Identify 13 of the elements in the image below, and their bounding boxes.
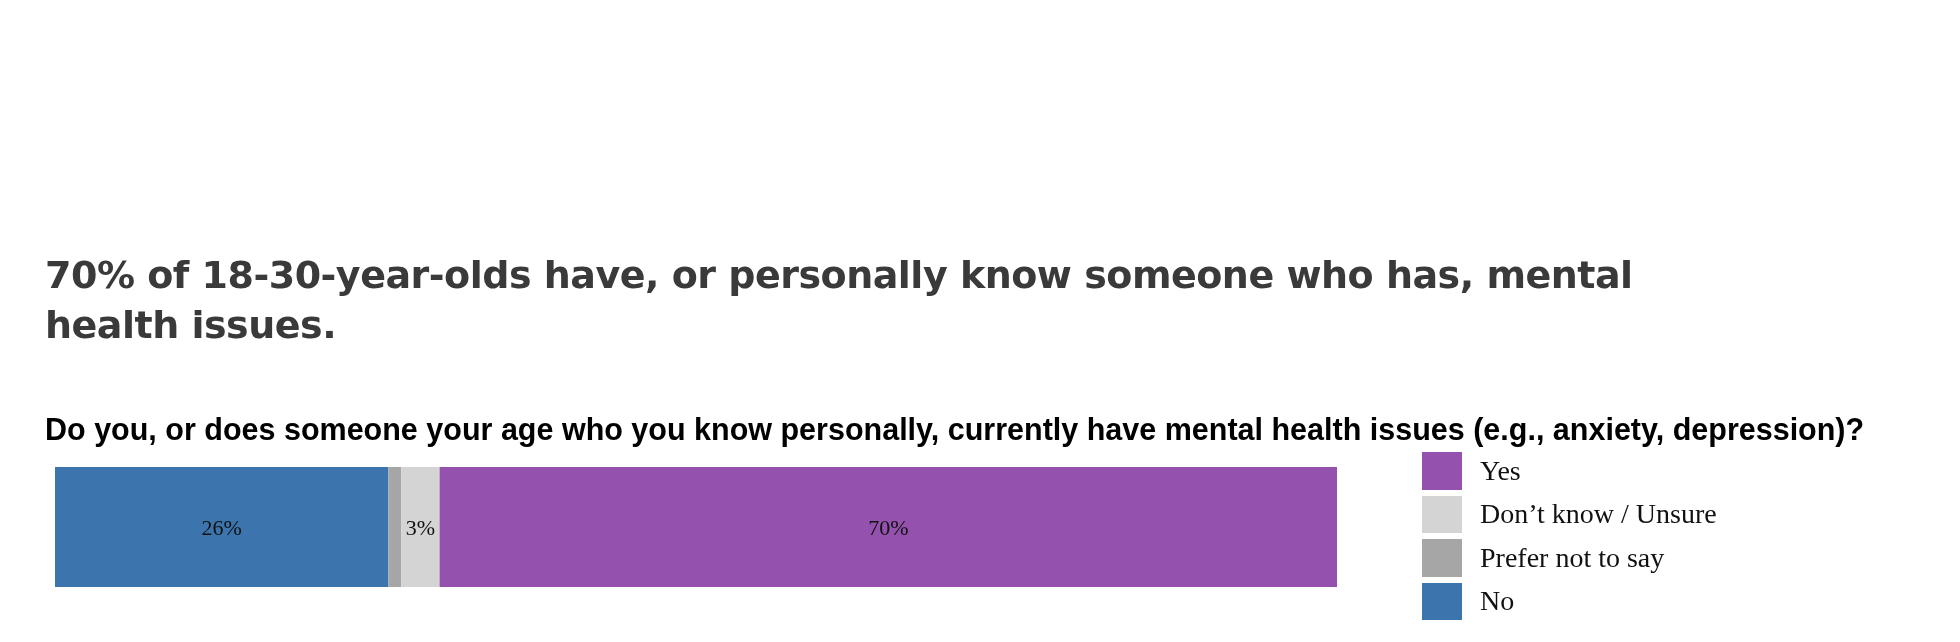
chart-title: 70% of 18-30-year-olds have, or personally know someone who has, mental health issues.: [45, 252, 1634, 349]
bar: [388, 467, 402, 587]
bar: [55, 467, 389, 587]
bar: [401, 467, 440, 587]
legend-label: Prefer not to say: [1480, 541, 1665, 574]
data-label: 26%: [201, 514, 242, 540]
legend-label: Yes: [1480, 454, 1521, 487]
chart-subtitle: Do you, or does someone your age who you know personally, currently have mental health issues (e.g., anxiety, depression)?: [45, 412, 1865, 447]
data-label: 3%: [405, 514, 436, 540]
legend-label: Don’t know / Unsure: [1480, 498, 1717, 531]
bar: [439, 467, 1337, 587]
data-label: 70%: [868, 514, 909, 540]
legend-label: No: [1480, 585, 1515, 618]
